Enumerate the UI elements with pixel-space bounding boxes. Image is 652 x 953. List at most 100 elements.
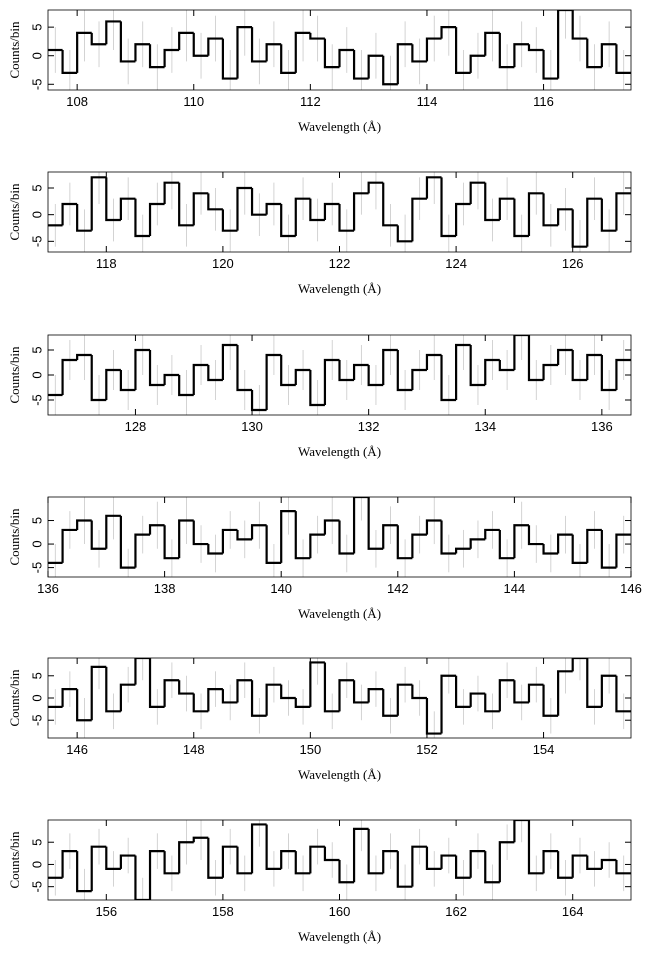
histogram-step bbox=[527, 683, 544, 703]
x-tick-label: 130 bbox=[241, 419, 263, 434]
histogram-step bbox=[615, 860, 631, 875]
histogram-step bbox=[469, 345, 486, 387]
histogram-step bbox=[265, 525, 282, 564]
histogram-step bbox=[469, 850, 486, 878]
x-tick-label: 120 bbox=[212, 256, 234, 271]
histogram-step bbox=[557, 10, 573, 79]
histogram-step bbox=[90, 32, 107, 46]
y-tick-label: -5 bbox=[29, 394, 44, 406]
x-axis-label: Wavelength (Å) bbox=[298, 444, 381, 459]
histogram-step bbox=[586, 658, 602, 708]
histogram-step bbox=[469, 538, 486, 549]
histogram-step bbox=[542, 544, 559, 555]
x-tick-label: 108 bbox=[66, 94, 88, 109]
histogram-step bbox=[119, 21, 136, 63]
histogram-step bbox=[586, 353, 602, 380]
histogram-step bbox=[163, 851, 180, 875]
histogram-step bbox=[119, 197, 136, 220]
histogram-step bbox=[280, 850, 296, 869]
histogram-step bbox=[119, 683, 136, 712]
x-tick-label: 152 bbox=[416, 742, 438, 757]
histogram-step bbox=[178, 182, 194, 227]
histogram-step bbox=[178, 519, 194, 559]
x-tick-label: 144 bbox=[504, 581, 526, 596]
histogram-step bbox=[498, 197, 515, 220]
plot-area bbox=[48, 820, 631, 900]
histogram-step bbox=[192, 836, 209, 843]
histogram-step bbox=[440, 854, 457, 869]
histogram-step bbox=[498, 32, 515, 69]
y-tick-label: 5 bbox=[29, 24, 44, 31]
histogram-step bbox=[61, 202, 78, 226]
histogram-step bbox=[148, 850, 165, 900]
histogram-step bbox=[440, 26, 457, 39]
x-tick-label: 160 bbox=[329, 904, 351, 919]
histogram-step bbox=[396, 525, 413, 560]
histogram-step bbox=[527, 525, 544, 546]
histogram-step bbox=[469, 181, 486, 204]
histogram-step bbox=[367, 688, 384, 703]
x-tick-label: 134 bbox=[474, 419, 496, 434]
histogram-step bbox=[425, 176, 442, 199]
histogram-step bbox=[338, 360, 355, 382]
histogram-step bbox=[382, 348, 398, 385]
histogram-step bbox=[119, 854, 136, 869]
histogram-step bbox=[294, 368, 311, 385]
histogram-step bbox=[382, 524, 398, 549]
histogram-step bbox=[163, 373, 180, 385]
histogram-step bbox=[411, 368, 427, 390]
histogram-step bbox=[527, 44, 544, 52]
histogram-step bbox=[557, 851, 573, 879]
y-tick-label: 5 bbox=[29, 672, 44, 679]
histogram-step bbox=[352, 192, 369, 231]
histogram-step bbox=[498, 679, 515, 712]
histogram-step bbox=[309, 198, 325, 222]
histogram-step bbox=[221, 343, 238, 380]
histogram-step bbox=[513, 680, 529, 704]
histogram-step bbox=[484, 31, 500, 56]
histogram-step bbox=[396, 43, 413, 85]
histogram-step bbox=[236, 186, 253, 231]
histogram-step bbox=[265, 43, 282, 62]
histogram-step bbox=[163, 525, 180, 560]
histogram-step bbox=[411, 845, 427, 887]
y-axis-label: Counts/bin bbox=[7, 346, 22, 404]
x-tick-label: 158 bbox=[212, 904, 234, 919]
histogram-step bbox=[134, 855, 151, 900]
y-tick-label: -5 bbox=[29, 79, 44, 91]
histogram-step bbox=[600, 674, 617, 707]
histogram-step bbox=[425, 519, 442, 535]
histogram-step bbox=[309, 32, 325, 40]
histogram-step bbox=[134, 198, 151, 238]
histogram-step bbox=[250, 823, 267, 874]
histogram-step bbox=[367, 181, 384, 194]
histogram-step bbox=[236, 679, 253, 703]
x-tick-label: 112 bbox=[300, 94, 321, 109]
histogram-step bbox=[294, 197, 311, 236]
histogram-step bbox=[352, 363, 369, 380]
histogram-step bbox=[294, 31, 311, 73]
histogram-step bbox=[134, 348, 151, 390]
x-tick-label: 124 bbox=[445, 256, 467, 271]
histogram-step bbox=[192, 520, 209, 546]
histogram-step bbox=[280, 510, 296, 563]
histogram-step bbox=[600, 198, 617, 232]
x-tick-label: 146 bbox=[66, 742, 88, 757]
y-tick-label: 5 bbox=[29, 184, 44, 191]
histogram-step bbox=[280, 44, 296, 74]
histogram-step bbox=[382, 55, 398, 86]
histogram-step bbox=[382, 850, 398, 874]
histogram-step bbox=[294, 851, 311, 875]
histogram-step bbox=[411, 684, 427, 700]
histogram-step bbox=[192, 192, 209, 226]
histogram-step bbox=[76, 519, 92, 530]
plot-area bbox=[48, 335, 631, 415]
y-axis-label: Counts/bin bbox=[7, 21, 22, 79]
histogram-step bbox=[221, 209, 238, 232]
panel: 146 148 150 152 154 -5 0 5 Wavelength (Å) Counts/… bbox=[7, 657, 632, 782]
y-tick-label: 0 bbox=[29, 861, 44, 868]
y-tick-label: 0 bbox=[29, 52, 44, 59]
y-tick-label: 5 bbox=[29, 517, 44, 524]
histogram-step bbox=[61, 850, 78, 878]
histogram-step bbox=[76, 353, 92, 360]
